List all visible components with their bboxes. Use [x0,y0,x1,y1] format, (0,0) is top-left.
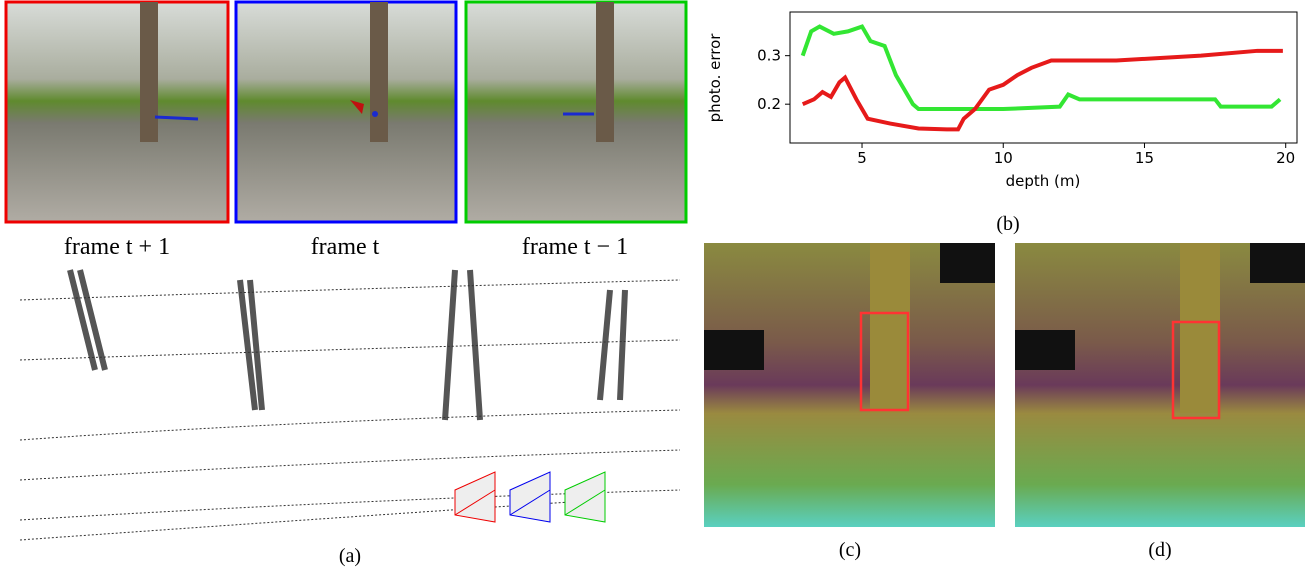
y-tick-label: 0.2 [757,95,781,113]
frame-photos [6,2,686,222]
point-cloud [20,270,680,540]
y-tick-label: 0.3 [757,47,781,65]
caption: frame t + 1 [64,234,170,260]
caption: (a) [339,545,361,567]
caption: (c) [839,539,861,561]
series-line [803,51,1283,130]
x-axis-label: depth (m) [1006,172,1081,190]
caption: (b) [996,213,1019,235]
caption: frame t [311,234,380,260]
x-tick-label: 20 [1276,149,1295,167]
x-tick-label: 5 [857,149,867,167]
series-line [803,27,1280,109]
caption: frame t − 1 [522,234,628,260]
x-tick-label: 10 [994,149,1013,167]
caption: (d) [1148,539,1171,561]
depth-maps [704,243,1305,527]
y-axis-label: photo. error [706,33,724,123]
x-tick-label: 15 [1135,149,1154,167]
figure: frame t + 1 frame t frame t − 1 (a) (b) … [0,0,1309,575]
